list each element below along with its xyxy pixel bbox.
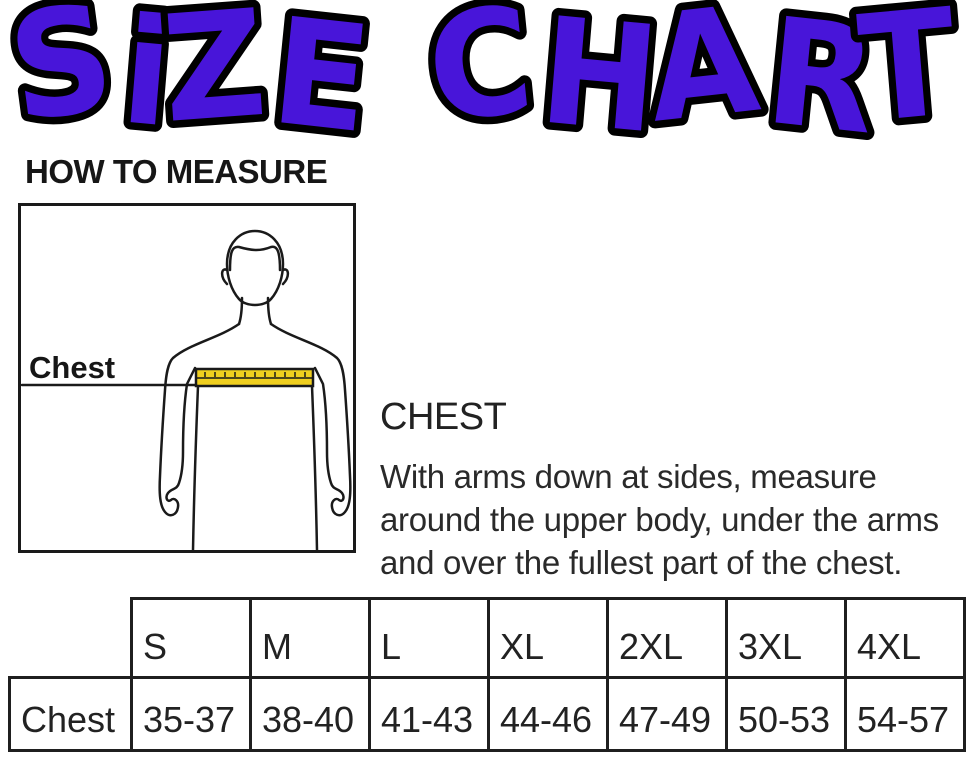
size-table: S M L XL 2XL 3XL 4XL Chest 35-37 38-40 4… — [8, 597, 966, 752]
size-table-header-row: S M L XL 2XL 3XL 4XL — [10, 597, 966, 679]
chest-range-cell: 47-49 — [606, 676, 728, 752]
size-column-header: S — [130, 597, 252, 679]
size-table-corner-cell — [10, 599, 132, 678]
chest-range-cell: 50-53 — [725, 676, 847, 752]
chest-measurements-row: Chest 35-37 38-40 41-43 44-46 47-49 50-5… — [8, 676, 966, 752]
size-column-header: L — [368, 597, 490, 679]
chest-range-cell: 38-40 — [249, 676, 371, 752]
right-arm-outline — [269, 322, 352, 517]
chest-instructions-section: CHEST With arms down at sides, measure a… — [380, 396, 970, 584]
ears-outline — [220, 268, 290, 286]
chest-range-cell: 54-57 — [844, 676, 966, 752]
how-to-measure-heading: HOW TO MEASURE — [25, 153, 328, 190]
chest-section-heading: CHEST — [380, 396, 507, 438]
size-column-header: M — [249, 597, 371, 679]
title-banner: SiZE CHART — [0, 0, 978, 152]
title-art: SiZE CHART — [0, 0, 970, 152]
chest-range-cell: 44-46 — [487, 676, 609, 752]
left-arm-outline — [158, 322, 241, 517]
size-column-header: XL — [487, 597, 609, 679]
page-title: SiZE CHART — [0, 0, 963, 152]
torso-outline — [191, 384, 319, 550]
size-column-header: 2XL — [606, 597, 728, 679]
size-column-header: 3XL — [725, 597, 847, 679]
torso-figure-illustration: Chest — [21, 229, 352, 550]
chest-range-cell: 41-43 — [368, 676, 490, 752]
tape-tick-marks — [204, 372, 306, 377]
chest-description-line: around the upper body, under the arms — [380, 501, 939, 538]
size-column-header: 4XL — [844, 597, 966, 679]
diagram-chest-label: Chest — [29, 350, 115, 385]
hair-outline — [228, 245, 282, 272]
chest-range-cell: 35-37 — [130, 676, 252, 752]
head-outline — [225, 229, 285, 307]
chest-description-line: With arms down at sides, measure — [380, 458, 877, 495]
measurement-diagram-box: Chest — [18, 203, 356, 553]
chest-description: With arms down at sides, measure around … — [380, 455, 970, 584]
chest-description-line: and over the fullest part of the chest. — [380, 544, 903, 581]
row-label-chest: Chest — [8, 676, 133, 752]
